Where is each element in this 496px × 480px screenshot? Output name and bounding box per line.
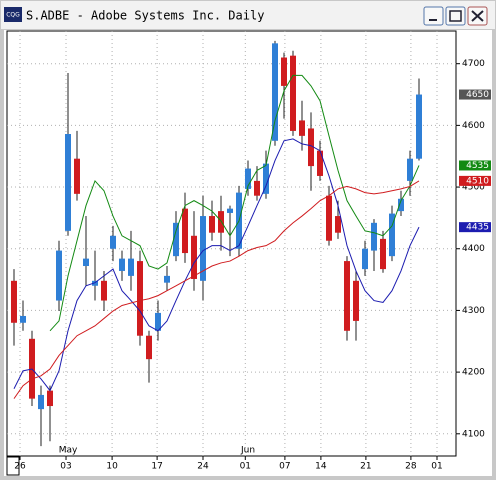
candle-body bbox=[227, 208, 233, 213]
candle-body bbox=[245, 168, 251, 189]
minimize-button[interactable] bbox=[423, 6, 444, 26]
candle-body bbox=[47, 390, 53, 407]
price-label: 4535 bbox=[466, 161, 489, 171]
candle-body bbox=[389, 213, 395, 257]
x-tick-label: 03 bbox=[60, 462, 71, 472]
candle-body bbox=[137, 261, 143, 336]
corner-box bbox=[6, 456, 20, 476]
maximize-button[interactable] bbox=[445, 6, 466, 26]
candle-body bbox=[11, 280, 17, 323]
candle-body bbox=[110, 235, 116, 249]
maximize-glyph bbox=[449, 10, 462, 22]
candle-body bbox=[398, 198, 404, 212]
candle-body bbox=[281, 57, 287, 86]
app-icon-text: CQG bbox=[6, 12, 20, 19]
candle-body bbox=[263, 163, 269, 194]
y-tick-label: 4500 bbox=[462, 183, 485, 193]
price-label: 4510 bbox=[466, 176, 489, 186]
y-tick-label: 4700 bbox=[462, 59, 485, 69]
candle-body bbox=[65, 134, 71, 231]
candle-body bbox=[362, 248, 368, 270]
candle-body bbox=[182, 208, 188, 254]
price-label: 4435 bbox=[466, 223, 489, 233]
x-tick-label: 24 bbox=[197, 462, 209, 472]
moving-average-line bbox=[13, 138, 420, 392]
x-tick-label: 17 bbox=[151, 462, 162, 472]
moving-average-line bbox=[13, 180, 420, 399]
candle-body bbox=[317, 150, 323, 176]
price-label-box bbox=[459, 222, 491, 233]
x-tick-label: 14 bbox=[315, 462, 327, 472]
title-bar bbox=[1, 1, 495, 29]
y-tick-label: 4400 bbox=[462, 244, 485, 254]
candle-body bbox=[155, 312, 161, 331]
candle-body bbox=[353, 280, 359, 321]
candle-body bbox=[92, 280, 98, 286]
close-glyph bbox=[471, 10, 484, 22]
x-tick-label: 26 bbox=[14, 462, 26, 472]
candle-body bbox=[74, 158, 80, 194]
x-tick-label: 01 bbox=[431, 462, 442, 472]
window-buttons bbox=[423, 6, 488, 26]
candle-body bbox=[254, 180, 260, 196]
x-tick-label: 01 bbox=[240, 462, 251, 472]
candle-body bbox=[290, 55, 296, 131]
month-label: May bbox=[59, 446, 78, 456]
candle-body bbox=[20, 315, 26, 323]
candle-body bbox=[83, 258, 89, 267]
candle-body bbox=[299, 120, 305, 136]
candle-body bbox=[164, 275, 170, 283]
x-tick-label: 07 bbox=[279, 462, 290, 472]
candle-body bbox=[38, 394, 44, 410]
x-tick-label: 10 bbox=[106, 462, 118, 472]
candle-body bbox=[200, 216, 206, 281]
candle-body bbox=[119, 258, 125, 271]
candle-body bbox=[407, 158, 413, 181]
candle-body bbox=[326, 195, 332, 241]
window-title: S.ADBE - Adobe Systems Inc. Daily bbox=[26, 9, 264, 23]
y-tick-label: 4300 bbox=[462, 306, 485, 316]
candle-body bbox=[308, 128, 314, 167]
app-icon bbox=[4, 7, 22, 22]
candle-body bbox=[209, 216, 215, 233]
candle-body bbox=[380, 238, 386, 270]
candle-body bbox=[173, 222, 179, 257]
candle-body bbox=[416, 94, 422, 159]
candle-body bbox=[146, 335, 152, 360]
month-label: Jun bbox=[240, 446, 255, 456]
candle-body bbox=[272, 43, 278, 141]
price-label-box bbox=[459, 89, 491, 100]
x-tick-label: 28 bbox=[405, 462, 417, 472]
candle-body bbox=[335, 216, 341, 233]
moving-average-line bbox=[49, 74, 420, 332]
candle-body bbox=[101, 280, 107, 301]
candle-body bbox=[371, 222, 377, 251]
plot-area bbox=[6, 30, 457, 457]
price-label-box bbox=[459, 160, 491, 171]
candle-body bbox=[128, 258, 134, 276]
candle-body bbox=[56, 250, 62, 301]
y-tick-label: 4600 bbox=[462, 121, 485, 131]
y-tick-label: 4200 bbox=[462, 368, 485, 378]
x-tick-label: 21 bbox=[360, 462, 371, 472]
candle-body bbox=[191, 235, 197, 279]
candle-body bbox=[344, 261, 350, 331]
y-tick-label: 4100 bbox=[462, 429, 485, 439]
price-label: 4650 bbox=[466, 90, 489, 100]
price-label-box bbox=[459, 175, 491, 186]
